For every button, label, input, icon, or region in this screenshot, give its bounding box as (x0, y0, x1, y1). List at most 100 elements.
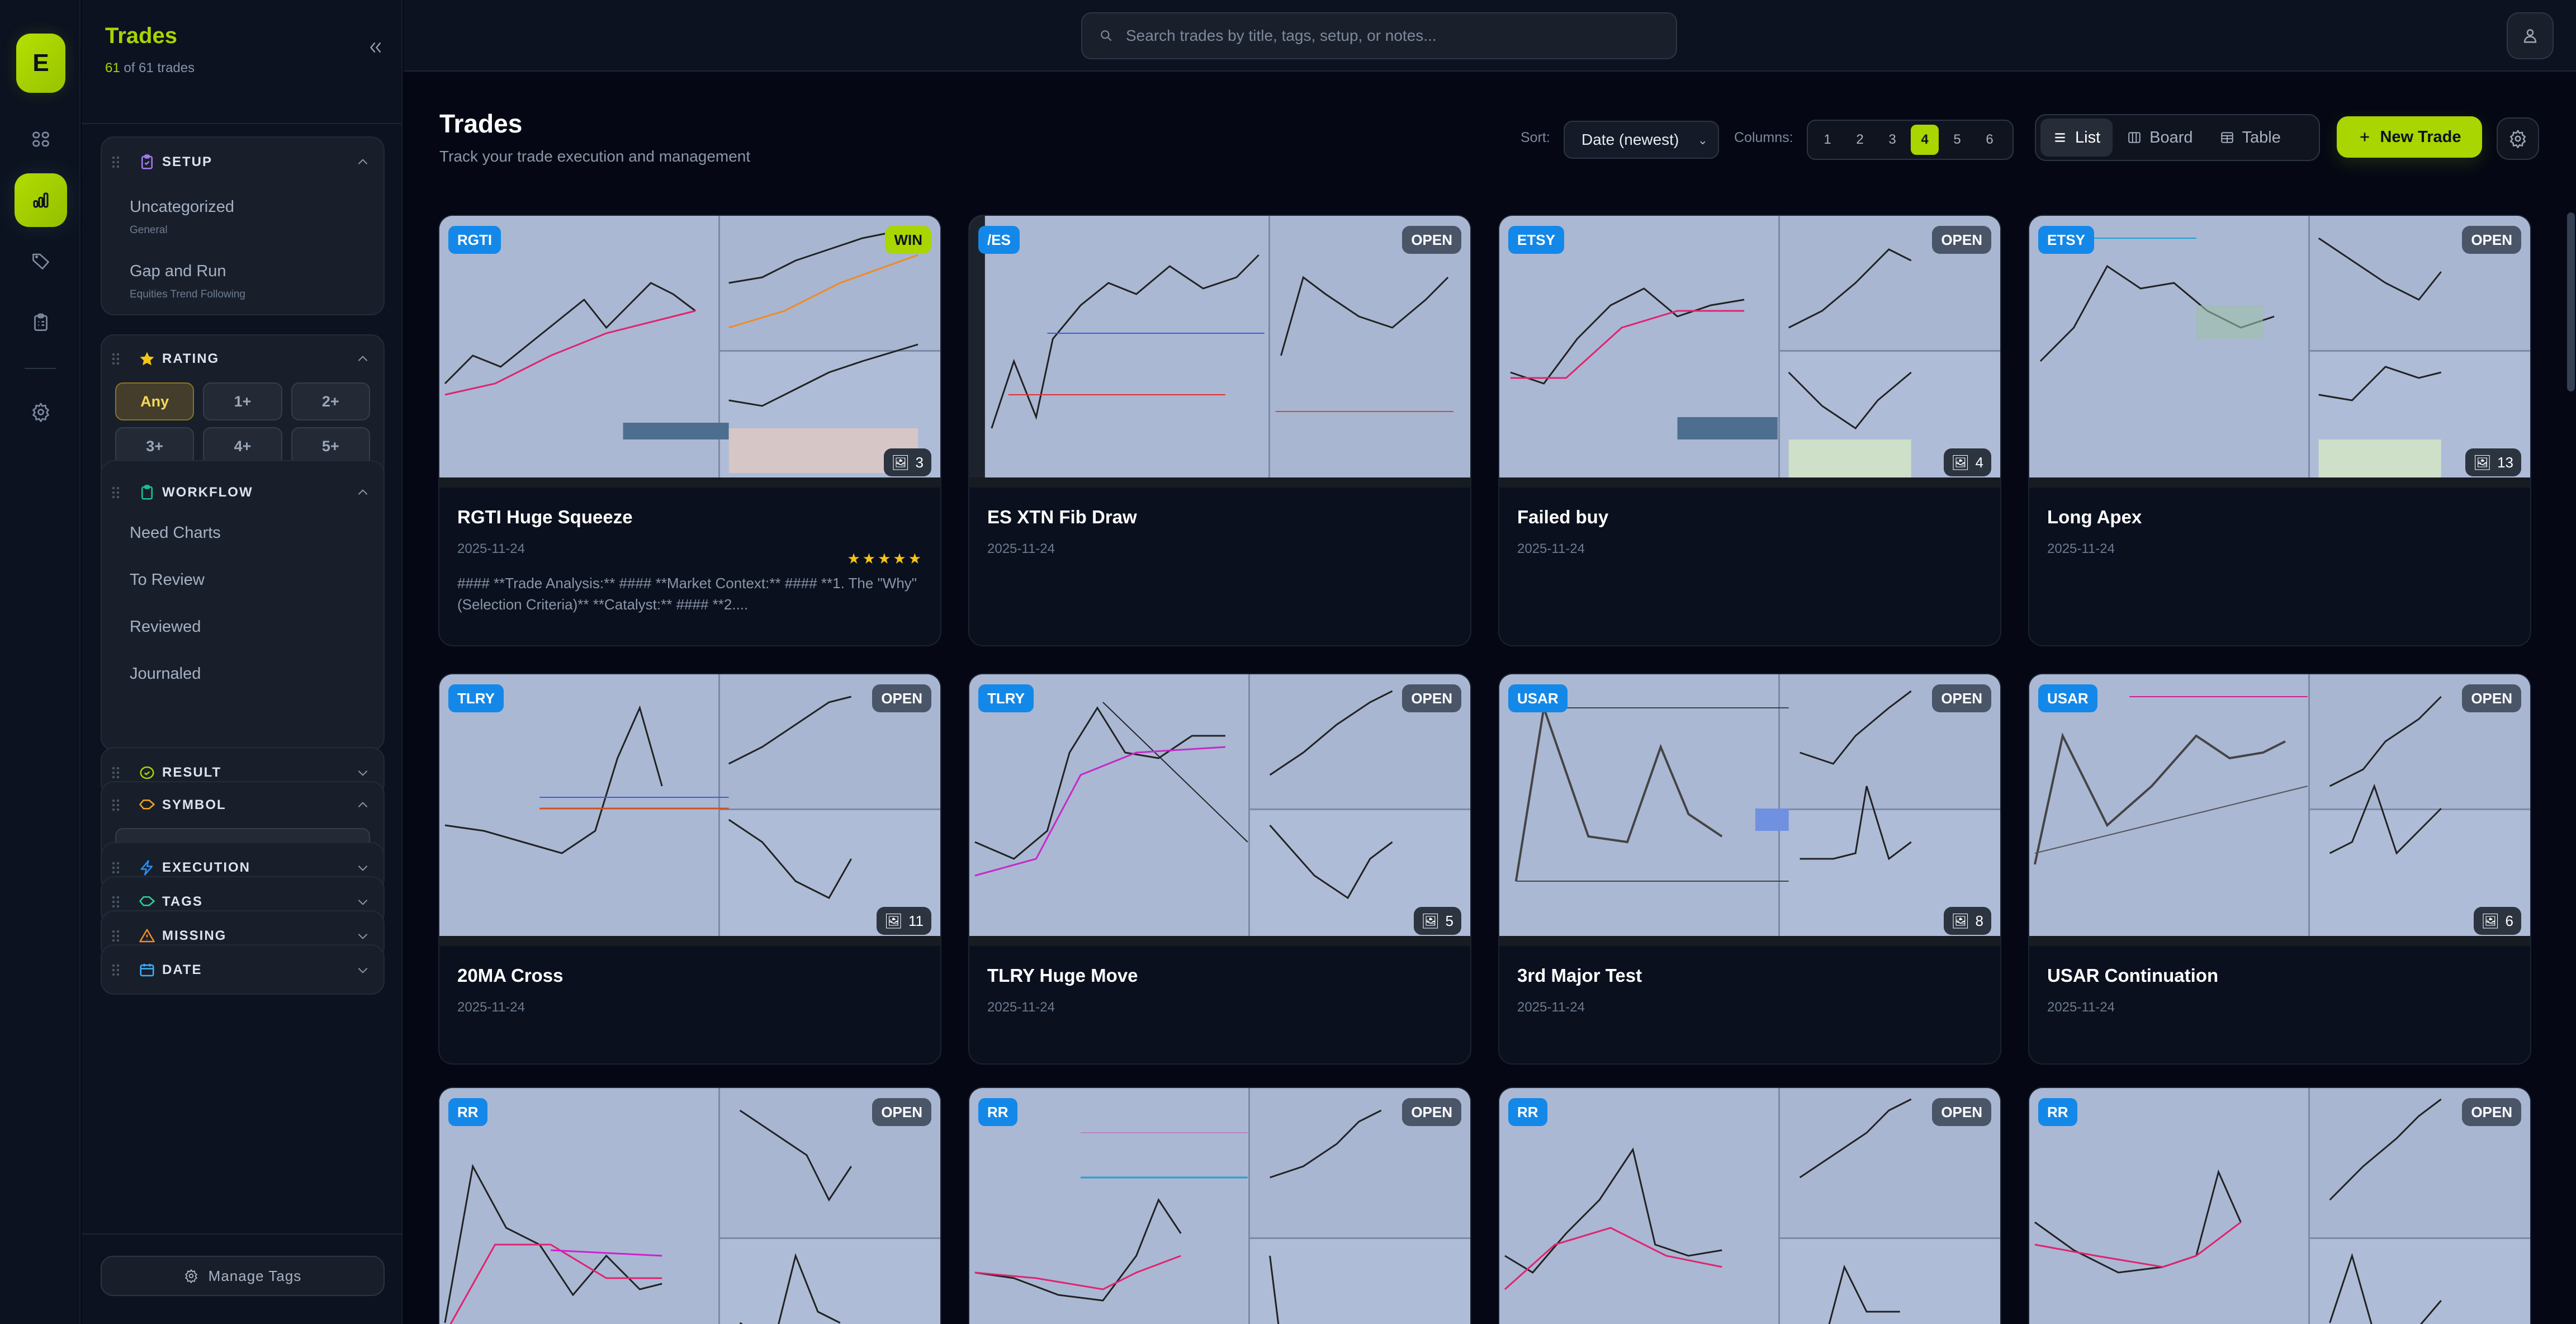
drag-handle-icon[interactable] (112, 895, 120, 909)
image-count: 6 (2505, 912, 2513, 929)
main-scrollbar[interactable] (2567, 212, 2575, 391)
setup-option-gap-and-run[interactable]: Gap and Run Equities Trend Following (102, 262, 383, 301)
trade-card[interactable]: USAR OPEN 🖼 8 3rd Major Test 2025-11-24 (1498, 673, 2001, 1065)
chevron-down-icon[interactable] (356, 929, 370, 943)
drag-handle-icon[interactable] (112, 798, 120, 812)
columns-5-button[interactable]: 5 (1953, 132, 1961, 147)
trade-card[interactable]: RR OPEN (2028, 1087, 2531, 1324)
manage-tags-button[interactable]: Manage Tags (101, 1256, 385, 1296)
trade-card[interactable]: RR OPEN (438, 1087, 941, 1324)
double-chevron-left-icon (370, 42, 381, 53)
workflow-option-need-charts[interactable]: Need Charts (130, 524, 221, 542)
chart-thumbnail[interactable]: TLRY OPEN 🖼 11 (439, 674, 940, 946)
chart-thumbnail[interactable]: /ES OPEN (969, 216, 1470, 488)
image-icon: 🖼 (884, 912, 903, 929)
rating-3plus-button[interactable]: 3+ (115, 427, 195, 465)
chevron-down-icon[interactable] (356, 860, 370, 875)
workflow-option-journaled[interactable]: Journaled (130, 665, 201, 683)
chart-thumbnail[interactable]: USAR OPEN 🖼 8 (1499, 674, 2000, 946)
rating-panel-header[interactable]: RATING (102, 335, 383, 382)
plus-icon (2360, 133, 2370, 141)
chart-thumbnail[interactable]: ETSY OPEN 🖼 13 (2029, 216, 2530, 488)
symbol-badge: USAR (2038, 684, 2097, 712)
rating-2plus-button[interactable]: 2+ (291, 382, 370, 420)
clipboard-list-icon (34, 313, 48, 331)
rail-dashboard-button[interactable] (15, 113, 67, 166)
workflow-option-reviewed[interactable]: Reviewed (130, 618, 201, 636)
rail-playbook-button[interactable] (15, 296, 67, 349)
chart-thumbnail[interactable]: RR OPEN (439, 1088, 940, 1324)
app-logo[interactable]: E (16, 34, 65, 93)
profile-button[interactable] (2507, 12, 2554, 59)
rail-trades-button[interactable] (15, 173, 67, 227)
rating-5plus-button[interactable]: 5+ (291, 427, 370, 465)
view-table-label: Table (2242, 128, 2281, 146)
chart-thumbnail[interactable]: ETSY OPEN 🖼 4 (1499, 216, 2000, 488)
view-settings-button[interactable] (2497, 117, 2539, 160)
columns-2-button[interactable]: 2 (1856, 132, 1864, 147)
tags-panel-header[interactable]: TAGS (102, 877, 383, 926)
drag-handle-icon[interactable] (112, 861, 120, 874)
trade-card[interactable]: TLRY OPEN 🖼 5 TLRY Huge Move 2025-11-24 (968, 673, 1471, 1065)
trade-card[interactable]: ETSY OPEN 🖼 13 Long Apex 2025-11-24 (2028, 215, 2531, 646)
chart-thumbnail[interactable]: TLRY OPEN 🖼 5 (969, 674, 1470, 946)
chart-image (2034, 1098, 2442, 1324)
chevron-down-icon[interactable] (356, 895, 370, 909)
global-search-input[interactable]: Search trades by title, tags, setup, or … (1081, 12, 1677, 59)
trade-card[interactable]: ETSY OPEN 🖼 4 Failed buy 2025-11-24 (1498, 215, 2001, 646)
view-table-button[interactable]: Table (2208, 119, 2293, 157)
rating-any-button[interactable]: Any (115, 382, 195, 420)
chart-thumbnail[interactable]: RR OPEN (969, 1088, 1470, 1324)
rail-settings-button[interactable] (15, 386, 67, 438)
chevron-up-icon[interactable] (356, 485, 370, 500)
image-icon: 🖼 (1421, 912, 1440, 929)
trade-card[interactable]: RR OPEN (968, 1087, 1471, 1324)
drag-handle-icon[interactable] (112, 352, 120, 366)
chart-thumbnail[interactable]: RR OPEN (2029, 1088, 2530, 1324)
drag-handle-icon[interactable] (112, 963, 120, 977)
date-panel-header[interactable]: DATE (102, 945, 383, 995)
columns-6-button[interactable]: 6 (1986, 132, 1993, 147)
chevron-up-icon[interactable] (356, 352, 370, 366)
drag-handle-icon[interactable] (112, 486, 120, 499)
workflow-panel-header[interactable]: WORKFLOW (102, 461, 383, 524)
result-panel-header[interactable]: RESULT (102, 748, 383, 797)
rating-4plus-button[interactable]: 4+ (203, 427, 282, 465)
rating-1plus-button[interactable]: 1+ (203, 382, 282, 420)
sort-select[interactable]: Date (newest) ⌄ (1564, 121, 1719, 159)
new-trade-button[interactable]: New Trade (2337, 116, 2482, 158)
grid-icon (32, 131, 49, 147)
sidebar-header: Trades 61 of 61 trades (82, 0, 401, 124)
drag-handle-icon[interactable] (112, 155, 120, 169)
chevron-up-icon[interactable] (356, 155, 370, 169)
trade-card[interactable]: /ES OPEN ES XTN Fib Draw 2025-11-24 (968, 215, 1471, 646)
chart-thumbnail[interactable]: RR OPEN (1499, 1088, 2000, 1324)
rail-tags-button[interactable] (15, 235, 67, 287)
execution-panel-header[interactable]: EXECUTION (102, 843, 383, 892)
card-body: 20MA Cross 2025-11-24 (439, 946, 940, 1063)
collapse-sidebar-button[interactable] (364, 38, 387, 60)
trade-card[interactable]: TLRY OPEN 🖼 11 20MA Cross 2025-11-24 (438, 673, 941, 1065)
trade-card[interactable]: RGTI WIN 🖼 3 RGTI Huge Squeeze 2025-11-24… (438, 215, 941, 646)
columns-label: Columns: (1734, 130, 1793, 145)
chart-thumbnail[interactable]: RGTI WIN 🖼 3 (439, 216, 940, 488)
chart-thumbnail[interactable]: USAR OPEN 🖼 6 (2029, 674, 2530, 946)
drag-handle-icon[interactable] (112, 766, 120, 779)
chevron-up-icon[interactable] (356, 798, 370, 812)
chevron-down-icon[interactable] (356, 765, 370, 780)
view-board-button[interactable]: Board (2115, 119, 2205, 157)
symbol-panel-header[interactable]: SYMBOL (102, 782, 383, 828)
columns-1-button[interactable]: 1 (1824, 132, 1831, 147)
chevron-down-icon[interactable] (356, 963, 370, 977)
setup-panel-header[interactable]: SETUP (102, 138, 383, 187)
columns-3-button[interactable]: 3 (1888, 132, 1896, 147)
trade-card[interactable]: USAR OPEN 🖼 6 USAR Continuation 2025-11-2… (2028, 673, 2531, 1065)
missing-panel-header[interactable]: MISSING (102, 911, 383, 961)
drag-handle-icon[interactable] (112, 929, 120, 943)
columns-4-button[interactable]: 4 (1911, 125, 1939, 155)
trade-card[interactable]: RR OPEN (1498, 1087, 2001, 1324)
workflow-option-to-review[interactable]: To Review (130, 571, 205, 589)
setup-option-uncategorized[interactable]: Uncategorized General (102, 198, 383, 237)
view-list-button[interactable]: List (2040, 119, 2113, 157)
sort-label: Sort: (1521, 130, 1550, 145)
